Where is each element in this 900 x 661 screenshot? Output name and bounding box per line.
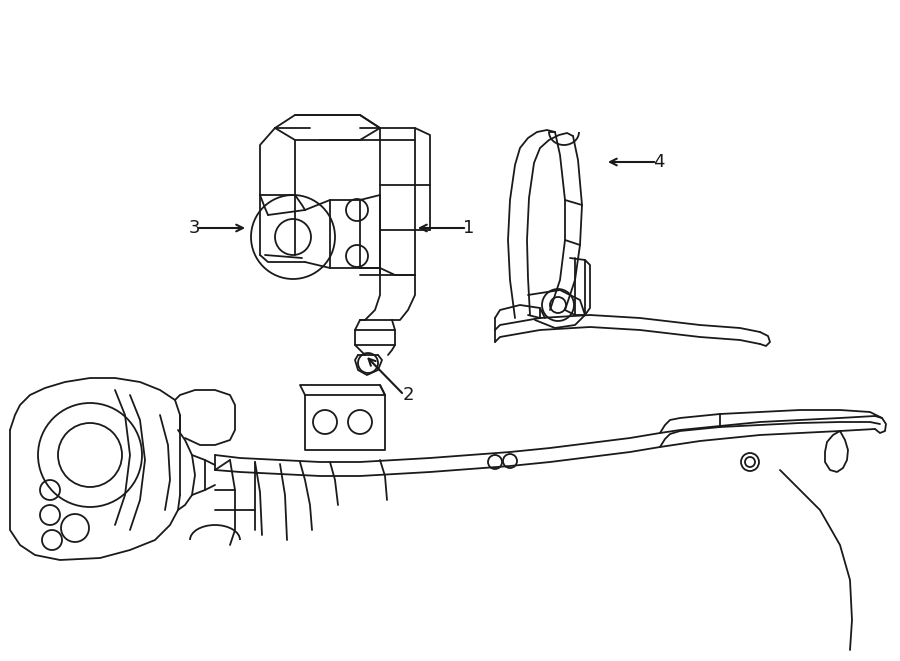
Text: 2: 2 (403, 386, 415, 404)
Text: 1: 1 (463, 219, 474, 237)
Text: 3: 3 (188, 219, 200, 237)
Text: 4: 4 (653, 153, 664, 171)
